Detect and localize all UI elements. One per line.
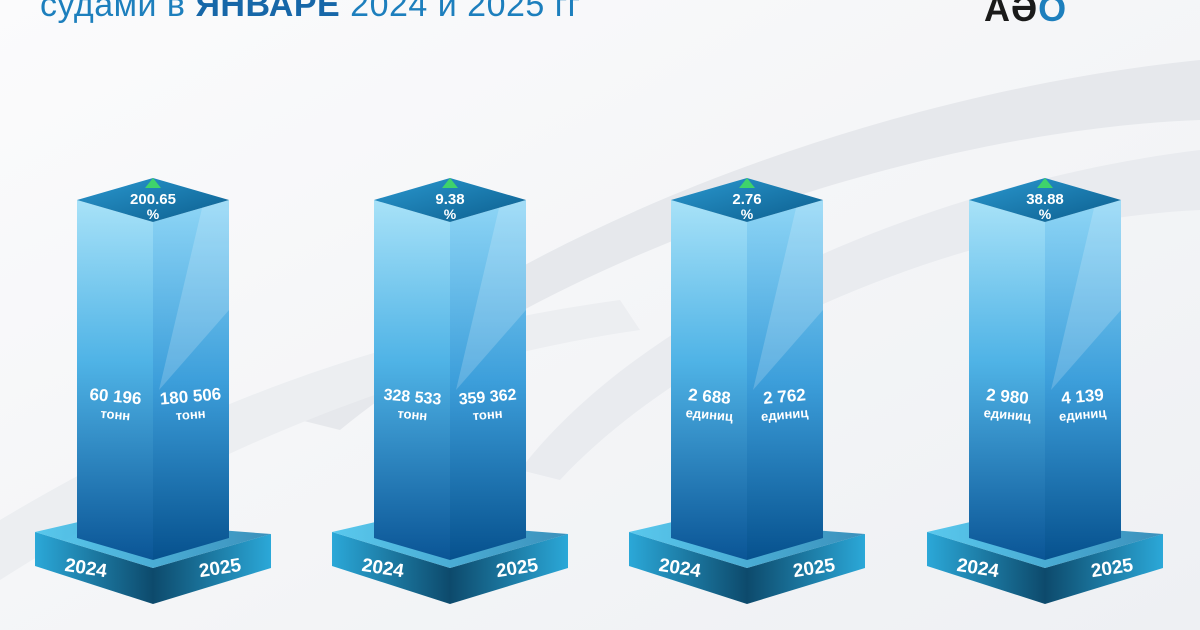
change-unit: % — [1039, 206, 1052, 222]
unit-2025-label: единиц — [760, 405, 808, 424]
up-arrow-icon — [442, 178, 458, 188]
up-arrow-icon — [739, 178, 755, 188]
column-highlight — [159, 200, 229, 390]
column-2025-face — [1045, 200, 1121, 560]
column-top-face — [77, 178, 229, 222]
column-2025-face — [450, 200, 526, 560]
column-2025-face — [747, 200, 823, 560]
logo-text: AƏO — [984, 0, 1068, 29]
up-arrow-icon — [145, 178, 161, 188]
title-suffix: 2024 и 2025 гг — [340, 0, 581, 24]
column-2024-face — [671, 200, 747, 560]
unit-2025-label: единиц — [1058, 405, 1106, 424]
column-top-face — [969, 178, 1121, 222]
column-highlight — [753, 200, 823, 390]
base-left-face — [927, 532, 1045, 604]
value-2024-label: 2 980 — [985, 385, 1029, 408]
base-left-face — [629, 532, 747, 604]
column-2024-face — [969, 200, 1045, 560]
page-title: судами в ЯНВАРЕ 2024 и 2025 гг — [40, 0, 581, 25]
change-unit: % — [741, 206, 754, 222]
value-2025-label: 2 762 — [763, 385, 807, 408]
value-2025-label: 359 362 — [458, 387, 517, 409]
column-top-face — [374, 178, 526, 222]
base-left-face — [332, 532, 450, 604]
base-right-face — [747, 534, 865, 604]
value-2024-label: 2 688 — [687, 385, 731, 408]
logo: AƏO — [984, 0, 1067, 29]
base-right-face — [450, 534, 568, 604]
base-right-face — [153, 534, 271, 604]
change-unit: % — [444, 206, 457, 222]
change-value: 38.88 — [1026, 191, 1064, 208]
change-value: 200.65 — [130, 191, 176, 208]
column-2024-face — [374, 200, 450, 560]
column-highlight — [456, 200, 526, 390]
base-right-face — [1045, 534, 1163, 604]
change-value: 9.38 — [435, 191, 464, 208]
value-2025-label: 4 139 — [1061, 385, 1105, 408]
unit-2024-label: тонн — [100, 406, 131, 424]
unit-2024-label: единиц — [685, 405, 733, 424]
unit-2024-label: тонн — [397, 406, 428, 424]
column-2025-face — [153, 200, 229, 560]
title-prefix: судами в — [40, 0, 196, 24]
title-month: ЯНВАРЕ — [195, 0, 341, 24]
value-2024-label: 60 196 — [89, 385, 142, 408]
column-highlight — [1051, 200, 1121, 390]
change-unit: % — [147, 206, 160, 222]
base-left-face — [35, 532, 153, 604]
change-value: 2.76 — [732, 191, 761, 208]
unit-2024-label: единиц — [983, 405, 1031, 424]
up-arrow-icon — [1037, 178, 1053, 188]
unit-2025-label: тонн — [472, 406, 503, 424]
unit-2025-label: тонн — [175, 406, 206, 424]
column-top-face — [671, 178, 823, 222]
column-2024-face — [77, 200, 153, 560]
value-2024-label: 328 533 — [383, 387, 442, 409]
